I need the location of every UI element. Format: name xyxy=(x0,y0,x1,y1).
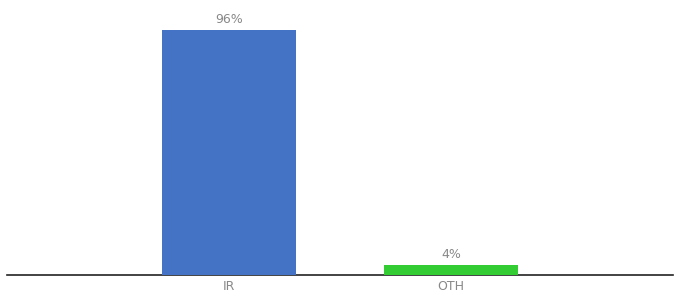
Text: 96%: 96% xyxy=(215,13,243,26)
Text: 4%: 4% xyxy=(441,248,461,261)
Bar xyxy=(163,30,296,275)
Bar xyxy=(384,265,517,275)
